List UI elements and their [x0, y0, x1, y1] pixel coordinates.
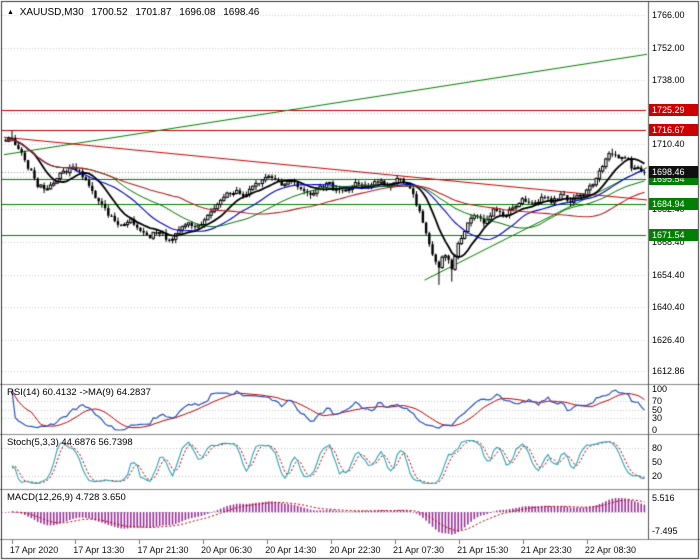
time-label: 20 Apr 22:30	[329, 545, 381, 555]
price-tick: 1738.00	[652, 75, 685, 86]
time-axis[interactable]: 17 Apr 2020 17 Apr 13:30 17 Apr 21:30 20 Ap…	[0, 540, 648, 560]
time-label: 22 Apr 08:30	[584, 545, 636, 555]
chart-icon: ▲	[7, 9, 14, 16]
indicator-tick: 5.516	[652, 493, 675, 504]
price-tick: 1626.40	[652, 334, 685, 345]
time-label: 20 Apr 06:30	[201, 545, 253, 555]
stoch-indicator-label: Stoch(5,3,3) 44.6876 56.7398	[7, 437, 133, 448]
indicator-tick: 100	[652, 384, 668, 394]
indicator-tick: 80	[652, 443, 663, 454]
time-label: 17 Apr 2020	[9, 545, 59, 555]
price-badge-resistance: 1716.67	[649, 123, 698, 136]
time-label: 21 Apr 15:30	[457, 545, 509, 555]
time-label: 17 Apr 21:30	[137, 545, 189, 555]
time-label: 20 Apr 14:30	[265, 545, 317, 555]
price-tick: 1612.86	[652, 366, 685, 377]
indicator-tick: 50	[652, 457, 663, 467]
price-badge-bid: 1698.46	[649, 166, 698, 179]
symbol-label: XAUUSD,M30	[19, 7, 84, 18]
price-badge-support: 1671.54	[649, 228, 698, 241]
indicator-tick: 20	[652, 470, 663, 481]
macd-indicator-label: MACD(12,26,9) 4.728 3.650	[7, 492, 126, 503]
open-value: 1700.52	[91, 7, 128, 18]
high-value: 1701.87	[135, 7, 172, 18]
time-label: 17 Apr 13:30	[73, 545, 125, 555]
price-badge-resistance: 1725.29	[649, 103, 698, 116]
price-axis[interactable]: 1766.001752.001738.001724.001710.401696.…	[649, 0, 700, 560]
price-tick: 1668.40	[652, 237, 685, 247]
time-label: 21 Apr 07:30	[392, 545, 445, 555]
price-tick: 1640.40	[652, 302, 685, 313]
symbol-ohlc-header: ▲ XAUUSD,M30 1700.52 1701.87 1696.08 169…	[7, 7, 264, 18]
time-label: 21 Apr 23:30	[520, 545, 572, 555]
low-value: 1696.08	[179, 7, 216, 18]
price-badge-support: 1684.94	[649, 197, 698, 210]
indicator-tick: 50	[652, 404, 663, 415]
price-tick: 1710.40	[652, 139, 685, 150]
price-tick: 1654.40	[652, 269, 685, 280]
close-value: 1698.46	[223, 7, 260, 18]
indicator-tick: 0	[652, 425, 658, 435]
rsi-indicator-label: RSI(14) 60.4132 ->MA(9) 64.2837	[7, 387, 151, 398]
indicator-tick: -7.495	[652, 525, 678, 536]
indicator-tick: 70	[652, 396, 663, 407]
indicator-tick: 30	[652, 412, 663, 423]
price-tick: 1752.00	[652, 42, 685, 53]
price-tick: 1766.00	[652, 10, 685, 21]
